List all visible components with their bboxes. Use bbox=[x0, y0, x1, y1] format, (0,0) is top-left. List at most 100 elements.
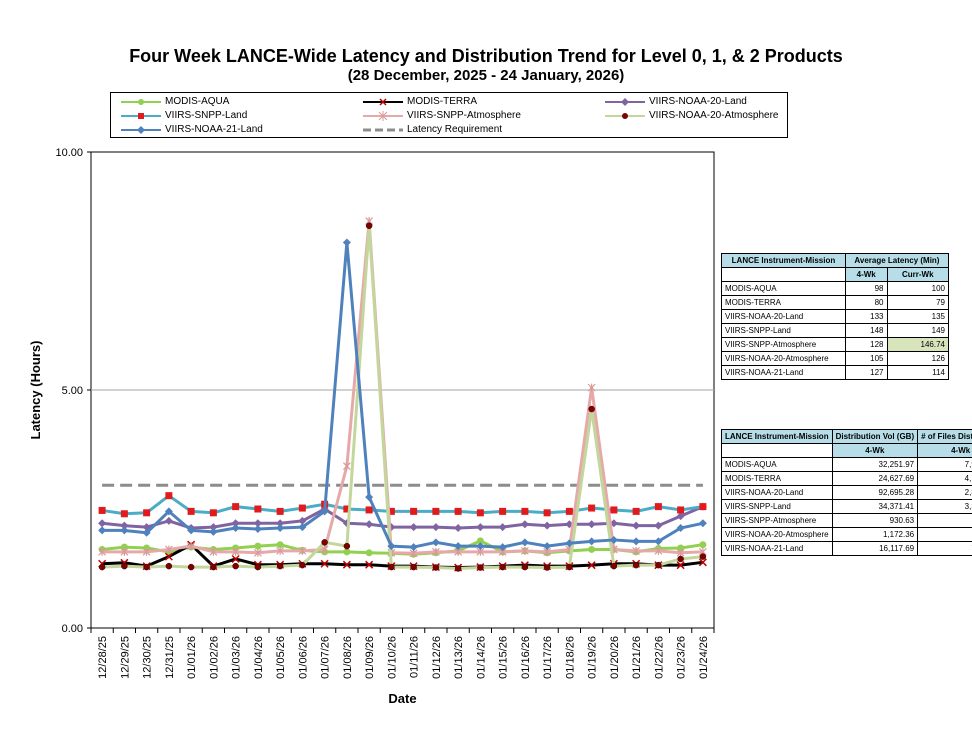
legend-swatch-latency-requirement bbox=[363, 128, 403, 132]
data-point-viirs-snpp-land bbox=[476, 509, 484, 517]
data-point-viirs-snpp-land bbox=[387, 507, 395, 515]
data-point-viirs-noaa-20-atmosphere bbox=[699, 553, 707, 560]
data-point-viirs-snpp-land bbox=[543, 509, 551, 517]
data-point-modis-terra bbox=[164, 552, 173, 561]
data-point-viirs-snpp-land bbox=[588, 504, 596, 512]
data-point-viirs-noaa-21-land bbox=[142, 528, 151, 537]
latency-table-cell-name: VIIRS-NOAA-21-Land bbox=[721, 365, 846, 380]
data-point-viirs-snpp-atmosphere bbox=[209, 547, 218, 556]
distribution-table-sub-volume: 4-Wk bbox=[831, 443, 919, 458]
latency-table-cell-name: VIIRS-SNPP-Atmosphere bbox=[721, 337, 846, 352]
legend-label: MODIS-TERRA bbox=[407, 96, 477, 107]
legend-label: Latency Requirement bbox=[407, 124, 503, 135]
data-point-viirs-noaa-21-land bbox=[454, 542, 463, 551]
latency-table-row: MODIS-AQUA 98 100 bbox=[721, 281, 949, 296]
data-point-viirs-noaa-20-land bbox=[365, 520, 374, 529]
y-tick-label: 10.00 bbox=[55, 147, 83, 159]
distribution-table-cell-b: 2,853,320 bbox=[917, 485, 972, 500]
data-point-viirs-snpp-land bbox=[632, 507, 640, 515]
latency-table-cell-a: 105 bbox=[844, 351, 888, 366]
data-point-modis-aqua bbox=[276, 541, 284, 549]
distribution-table-sub-files: 4-Wk bbox=[917, 443, 972, 458]
x-tick-label: 01/04/26 bbox=[253, 636, 265, 679]
distribution-table-cell-b: 7,933,730 bbox=[917, 457, 972, 472]
x-tick-label: 01/07/26 bbox=[320, 636, 332, 679]
latency-table-row: VIIRS-SNPP-Atmosphere 128 146.74 bbox=[721, 337, 949, 352]
data-point-viirs-noaa-20-atmosphere bbox=[165, 562, 173, 570]
distribution-table-cell-name: MODIS-TERRA bbox=[721, 471, 833, 486]
data-point-viirs-noaa-20-land bbox=[164, 516, 173, 525]
data-point-modis-aqua bbox=[677, 544, 685, 552]
distribution-table-cell-b: 103,782 bbox=[917, 527, 972, 542]
data-point-viirs-noaa-21-land bbox=[476, 542, 485, 551]
legend-label: VIIRS-SNPP-Atmosphere bbox=[407, 110, 521, 121]
data-point-viirs-noaa-20-atmosphere bbox=[121, 562, 128, 570]
distribution-table-cell-name: VIIRS-SNPP-Land bbox=[721, 499, 833, 514]
distribution-table-cell-name: VIIRS-NOAA-21-Land bbox=[721, 541, 833, 556]
data-point-viirs-snpp-atmosphere bbox=[587, 383, 596, 392]
data-point-modis-terra bbox=[676, 561, 685, 570]
data-point-viirs-snpp-land bbox=[143, 509, 151, 517]
data-point-viirs-noaa-21-land bbox=[231, 524, 240, 533]
data-point-viirs-noaa-20-land bbox=[209, 523, 218, 532]
data-point-viirs-noaa-20-atmosphere bbox=[566, 563, 573, 571]
x-tick-label: 01/02/26 bbox=[208, 636, 220, 679]
x-tick-label: 12/31/25 bbox=[164, 636, 176, 679]
x-tick-label: 01/20/26 bbox=[609, 636, 621, 679]
legend-label: VIIRS-NOAA-21-Land bbox=[165, 124, 263, 135]
y-axis-title: Latency (Hours) bbox=[28, 341, 43, 440]
legend-label: MODIS-AQUA bbox=[165, 96, 230, 107]
data-point-viirs-snpp-atmosphere bbox=[231, 547, 240, 556]
data-point-viirs-snpp-land bbox=[276, 507, 284, 515]
data-point-viirs-noaa-21-land bbox=[342, 238, 351, 247]
data-point-modis-terra bbox=[365, 560, 374, 569]
x-axis-title: Date bbox=[388, 691, 416, 706]
legend-label: VIIRS-NOAA-20-Atmosphere bbox=[649, 110, 779, 121]
data-point-viirs-snpp-land bbox=[232, 503, 240, 511]
data-point-modis-aqua bbox=[588, 545, 596, 553]
data-point-viirs-noaa-21-land bbox=[698, 519, 707, 528]
data-point-viirs-snpp-land bbox=[120, 510, 128, 518]
data-point-viirs-noaa-20-atmosphere bbox=[477, 564, 484, 571]
data-point-viirs-noaa-20-atmosphere bbox=[521, 563, 529, 571]
data-point-viirs-noaa-21-land bbox=[409, 543, 418, 552]
distribution-table-cell-name: VIIRS-NOAA-20-Atmosphere bbox=[721, 527, 833, 542]
series-line-viirs-noaa-21-land bbox=[102, 240, 704, 549]
data-point-viirs-snpp-atmosphere bbox=[187, 542, 196, 551]
data-point-viirs-noaa-20-land bbox=[298, 516, 307, 525]
data-point-viirs-noaa-20-atmosphere bbox=[454, 565, 462, 572]
data-point-viirs-snpp-land bbox=[565, 507, 573, 515]
data-point-viirs-snpp-atmosphere bbox=[342, 462, 351, 471]
series-line-viirs-noaa-20-atmosphere bbox=[102, 224, 704, 570]
data-point-viirs-noaa-20-atmosphere bbox=[254, 563, 262, 571]
distribution-table-cell-b: 3,306,066 bbox=[917, 499, 972, 514]
latency-table-cell-b: 149 bbox=[886, 323, 949, 338]
legend-swatch-modis-aqua bbox=[121, 99, 161, 105]
x-tick-label: 01/15/26 bbox=[498, 636, 510, 679]
data-point-modis-aqua bbox=[476, 537, 484, 545]
x-tick-label: 01/14/26 bbox=[475, 636, 487, 679]
data-point-viirs-noaa-20-land bbox=[231, 519, 240, 528]
data-point-viirs-noaa-21-land bbox=[98, 526, 107, 535]
latency-table-cell-b: 135 bbox=[886, 309, 949, 324]
series-line-viirs-noaa-20-land bbox=[101, 505, 704, 530]
x-tick-label: 01/03/26 bbox=[231, 636, 243, 679]
latency-table-cell-b: 126 bbox=[886, 351, 949, 366]
distribution-table-cell-a: 92,695.28 bbox=[831, 485, 919, 500]
data-point-viirs-noaa-20-atmosphere bbox=[677, 555, 684, 563]
data-point-viirs-noaa-20-land bbox=[253, 519, 262, 528]
data-point-viirs-noaa-20-atmosphere bbox=[365, 222, 373, 230]
latency-table-cell-name: VIIRS-SNPP-Land bbox=[721, 323, 846, 338]
latency-table-cell-a: 80 bbox=[844, 295, 888, 310]
data-point-viirs-noaa-21-land bbox=[543, 542, 552, 551]
data-point-viirs-snpp-land bbox=[521, 507, 529, 515]
data-point-viirs-noaa-20-land bbox=[454, 524, 463, 533]
data-point-viirs-noaa-20-atmosphere bbox=[543, 564, 551, 571]
x-tick-label: 01/16/26 bbox=[520, 636, 532, 679]
data-point-viirs-noaa-20-land bbox=[98, 519, 107, 528]
